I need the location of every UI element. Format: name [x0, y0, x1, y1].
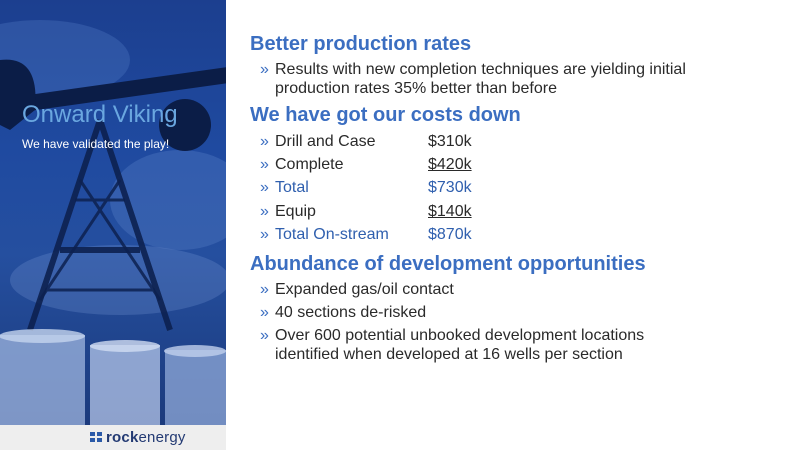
cost-value: $870k	[428, 226, 472, 243]
cost-value: $310k	[428, 133, 472, 150]
section-heading-opportunities: Abundance of development opportunities	[250, 253, 646, 275]
logo-text: rockenergy	[106, 429, 186, 446]
slide-title: Onward Viking	[22, 101, 178, 128]
logo-text-bold: rock	[106, 428, 139, 446]
sidebar-panel: Onward Viking We have validated the play…	[0, 0, 226, 425]
cost-row-total-onstream: » Total On-stream $870k	[260, 226, 472, 243]
section-heading-costs: We have got our costs down	[250, 104, 521, 126]
cost-row-drill: » Drill and Case $310k	[260, 133, 472, 150]
pumpjack-background-image	[0, 20, 226, 425]
cost-row-complete: » Complete $420k	[260, 156, 472, 173]
bullet-production-rates: » Results with new completion techniques …	[260, 61, 686, 97]
slide-subtitle: We have validated the play!	[22, 137, 170, 151]
bullet-development-locations: » Over 600 potential unbooked development…	[260, 327, 645, 363]
cost-value: $730k	[428, 179, 472, 196]
cost-label: Drill and Case	[275, 133, 376, 150]
cost-row-total: » Total $730k	[260, 179, 472, 196]
cost-value: $140k	[428, 203, 472, 220]
cost-value: $420k	[428, 156, 472, 173]
cost-label: Total	[275, 179, 309, 196]
section-heading-production: Better production rates	[250, 33, 472, 55]
cost-label: Equip	[275, 203, 316, 220]
logo-bar: rockenergy	[0, 425, 226, 450]
logo-text-light: energy	[138, 428, 186, 446]
bullet-sections-derisked: » 40 sections de-risked	[260, 304, 427, 321]
cost-label: Total On-stream	[275, 226, 389, 243]
cost-row-equip: » Equip $140k	[260, 203, 472, 220]
bullet-mark: »	[260, 61, 269, 78]
bullet-gas-oil-contact: » Expanded gas/oil contact	[260, 281, 454, 298]
company-logo: rockenergy	[90, 427, 186, 447]
logo-mark-icon	[90, 432, 102, 442]
cost-label: Complete	[275, 156, 344, 173]
